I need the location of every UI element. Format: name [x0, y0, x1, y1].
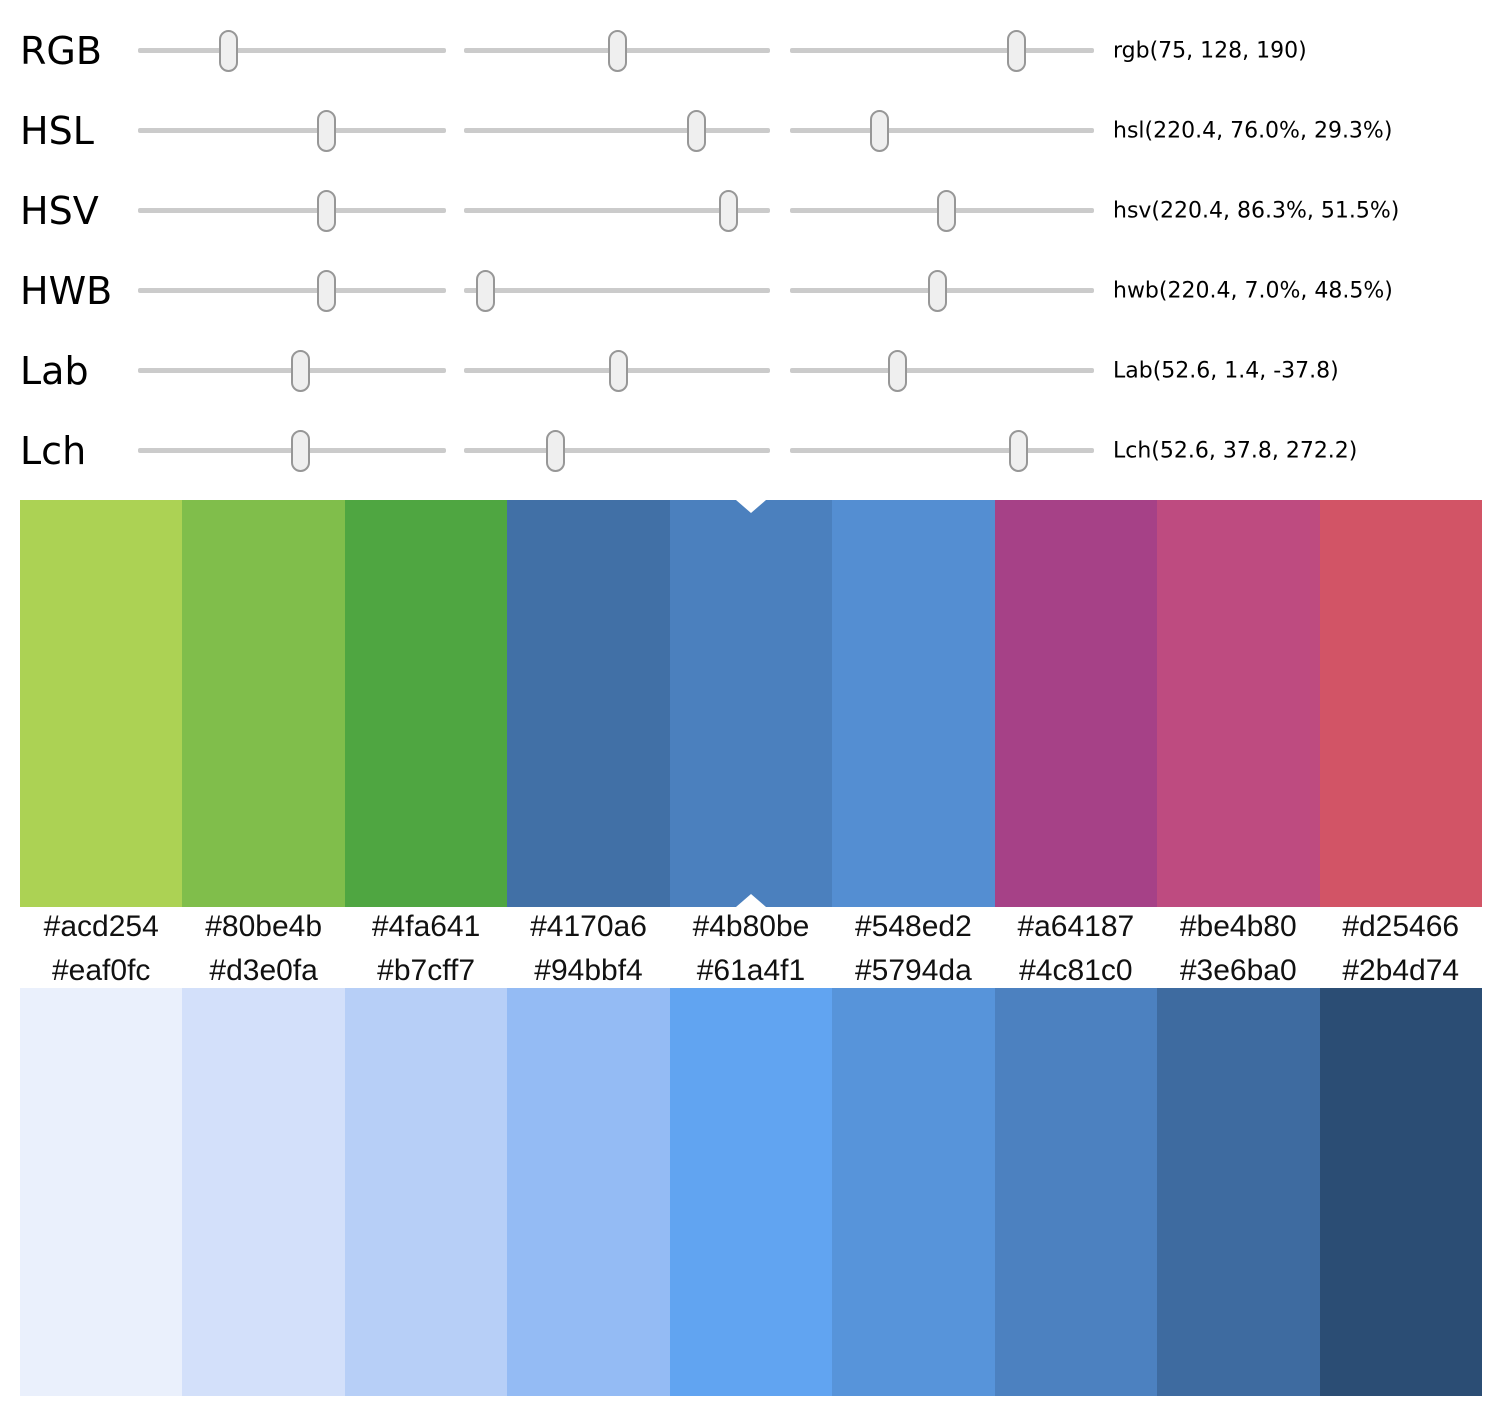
lab-b-slider-thumb[interactable] [887, 349, 907, 392]
lab-b-slider[interactable] [790, 349, 1094, 392]
shade-hex-8: #2b4d74 [1342, 954, 1460, 987]
hsl-l-slider[interactable] [790, 109, 1094, 152]
row-label-rgb: RGB [20, 29, 102, 73]
shade-swatch-5[interactable] [832, 988, 995, 1396]
shade-hex-5: #5794da [855, 954, 972, 987]
shade-swatch-7[interactable] [1157, 988, 1320, 1396]
hsv-s-slider[interactable] [464, 189, 770, 232]
shade-palette [20, 988, 1482, 1396]
lch-h-slider[interactable] [790, 429, 1094, 472]
hue-swatch-5[interactable] [832, 500, 995, 907]
hsl-s-slider-thumb[interactable] [687, 109, 707, 152]
hue-hex-6: #a64187 [1017, 910, 1135, 943]
hwb-h-slider-thumb[interactable] [316, 269, 336, 312]
hwb-b-slider-thumb[interactable] [927, 269, 947, 312]
slider-row-rgb: RGB rgb(75, 128, 190) [0, 11, 1501, 91]
slider-row-hsv: HSV hsv(220.4, 86.3%, 51.5%) [0, 171, 1501, 251]
rgb-r-slider-thumb[interactable] [219, 29, 239, 72]
lch-l-slider-thumb[interactable] [290, 429, 310, 472]
slider-row-lab: Lab Lab(52.6, 1.4, -37.8) [0, 331, 1501, 411]
shade-hex-2: #b7cff7 [377, 954, 476, 987]
shade-hex-1: #d3e0fa [209, 954, 318, 987]
row-label-lch: Lch [20, 429, 87, 473]
hue-swatch-2[interactable] [344, 500, 508, 907]
hue-hex-0: #acd254 [43, 910, 159, 943]
lab-value: Lab(52.6, 1.4, -37.8) [1113, 358, 1339, 384]
lch-l-slider[interactable] [138, 429, 446, 472]
hwb-b-slider[interactable] [790, 269, 1094, 312]
hwb-h-slider[interactable] [138, 269, 446, 312]
hue-hex-5: #548ed2 [855, 910, 972, 943]
hue-swatch-0[interactable] [20, 500, 183, 907]
lab-a-slider[interactable] [464, 349, 770, 392]
hsl-s-slider[interactable] [464, 109, 770, 152]
lch-value: Lch(52.6, 37.8, 272.2) [1113, 438, 1358, 464]
shade-hex-6: #4c81c0 [1019, 954, 1133, 987]
hue-swatch-8[interactable] [1319, 500, 1482, 907]
hsl-h-slider-thumb[interactable] [316, 109, 336, 152]
shade-swatch-4[interactable] [669, 988, 833, 1396]
hue-swatch-6[interactable] [994, 500, 1158, 907]
hwb-w-slider-thumb[interactable] [475, 269, 495, 312]
hsv-h-slider-thumb[interactable] [316, 189, 336, 232]
shade-swatch-2[interactable] [344, 988, 508, 1396]
shade-hex-7: #3e6ba0 [1179, 954, 1297, 987]
row-label-hsv: HSV [20, 189, 99, 233]
shade-swatch-8[interactable] [1319, 988, 1482, 1396]
hsv-v-slider-thumb[interactable] [937, 189, 957, 232]
rgb-g-slider-thumb[interactable] [608, 29, 628, 72]
rgb-r-slider[interactable] [138, 29, 446, 72]
rgb-g-slider[interactable] [464, 29, 770, 72]
hue-hex-3: #4170a6 [530, 910, 647, 943]
slider-row-lch: Lch Lch(52.6, 37.8, 272.2) [0, 411, 1501, 491]
hsv-h-slider[interactable] [138, 189, 446, 232]
shade-hex-labels: #eaf0fc #d3e0fa #b7cff7 #94bbf4 #61a4f1 … [20, 953, 1482, 989]
hue-hex-1: #80be4b [205, 910, 323, 943]
hue-hex-4: #4b80be [692, 910, 810, 943]
shade-swatch-6[interactable] [994, 988, 1158, 1396]
shade-swatch-0[interactable] [20, 988, 183, 1396]
rgb-b-slider[interactable] [790, 29, 1094, 72]
lch-c-slider[interactable] [464, 429, 770, 472]
shade-swatch-3[interactable] [507, 988, 670, 1396]
shade-hex-0: #eaf0fc [52, 954, 151, 987]
hsl-h-slider[interactable] [138, 109, 446, 152]
hsv-s-slider-thumb[interactable] [718, 189, 738, 232]
rgb-b-slider-thumb[interactable] [1006, 29, 1026, 72]
hue-swatch-7[interactable] [1157, 500, 1320, 907]
shade-hex-4: #61a4f1 [696, 954, 806, 987]
hsv-value: hsv(220.4, 86.3%, 51.5%) [1113, 198, 1400, 224]
hue-swatch-4-selected[interactable] [669, 500, 833, 907]
hsl-l-slider-thumb[interactable] [869, 109, 889, 152]
row-label-hsl: HSL [20, 109, 94, 153]
shade-swatch-1[interactable] [182, 988, 345, 1396]
hue-swatch-1[interactable] [182, 500, 345, 907]
hwb-w-slider[interactable] [464, 269, 770, 312]
shade-hex-3: #94bbf4 [534, 954, 643, 987]
hue-hex-2: #4fa641 [371, 910, 481, 943]
hsv-v-slider[interactable] [790, 189, 1094, 232]
row-label-lab: Lab [20, 349, 89, 393]
hue-hex-8: #d25466 [1342, 910, 1460, 943]
lch-h-slider-thumb[interactable] [1008, 429, 1028, 472]
lab-a-slider-thumb[interactable] [609, 349, 629, 392]
slider-row-hwb: HWB hwb(220.4, 7.0%, 48.5%) [0, 251, 1501, 331]
rgb-value: rgb(75, 128, 190) [1113, 38, 1307, 64]
lch-c-slider-thumb[interactable] [546, 429, 566, 472]
hue-hex-labels: #acd254 #80be4b #4fa641 #4170a6 #4b80be … [20, 909, 1482, 945]
row-label-hwb: HWB [20, 269, 113, 313]
hsl-value: hsl(220.4, 76.0%, 29.3%) [1113, 118, 1393, 144]
hue-palette [20, 500, 1482, 907]
lab-l-slider-thumb[interactable] [290, 349, 310, 392]
lab-l-slider[interactable] [138, 349, 446, 392]
hwb-value: hwb(220.4, 7.0%, 48.5%) [1113, 278, 1393, 304]
slider-row-hsl: HSL hsl(220.4, 76.0%, 29.3%) [0, 91, 1501, 171]
hue-swatch-3[interactable] [507, 500, 670, 907]
hue-hex-7: #be4b80 [1179, 910, 1297, 943]
